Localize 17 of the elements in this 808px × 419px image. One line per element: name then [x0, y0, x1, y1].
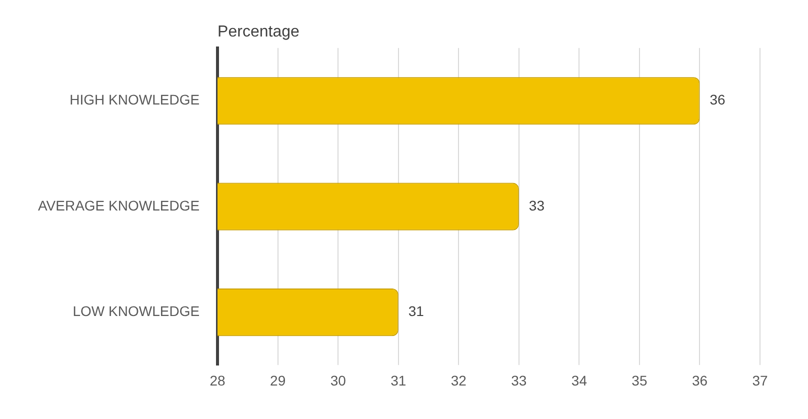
x-tick-label: 36	[692, 372, 708, 388]
data-label: 31	[408, 303, 424, 320]
y-tick-label: HIGH KNOWLEDGE	[70, 92, 200, 108]
x-tick-label: 28	[210, 372, 226, 388]
x-tick-label: 33	[511, 372, 527, 388]
x-tick-label: 29	[270, 372, 286, 388]
data-label: 33	[528, 197, 545, 214]
x-tick-label: 37	[752, 372, 768, 388]
x-tick-label: 34	[571, 372, 588, 388]
x-tick-label: 31	[390, 372, 406, 388]
chart-title: Percentage	[218, 23, 300, 40]
y-tick-label: LOW KNOWLEDGE	[72, 303, 200, 320]
x-tick-label: 30	[330, 372, 346, 388]
y-tick-label: AVERAGE KNOWLEDGE	[38, 197, 200, 214]
x-tick-label: 32	[450, 372, 467, 388]
x-tick-label: 35	[632, 372, 648, 388]
data-label: 36	[710, 92, 726, 108]
